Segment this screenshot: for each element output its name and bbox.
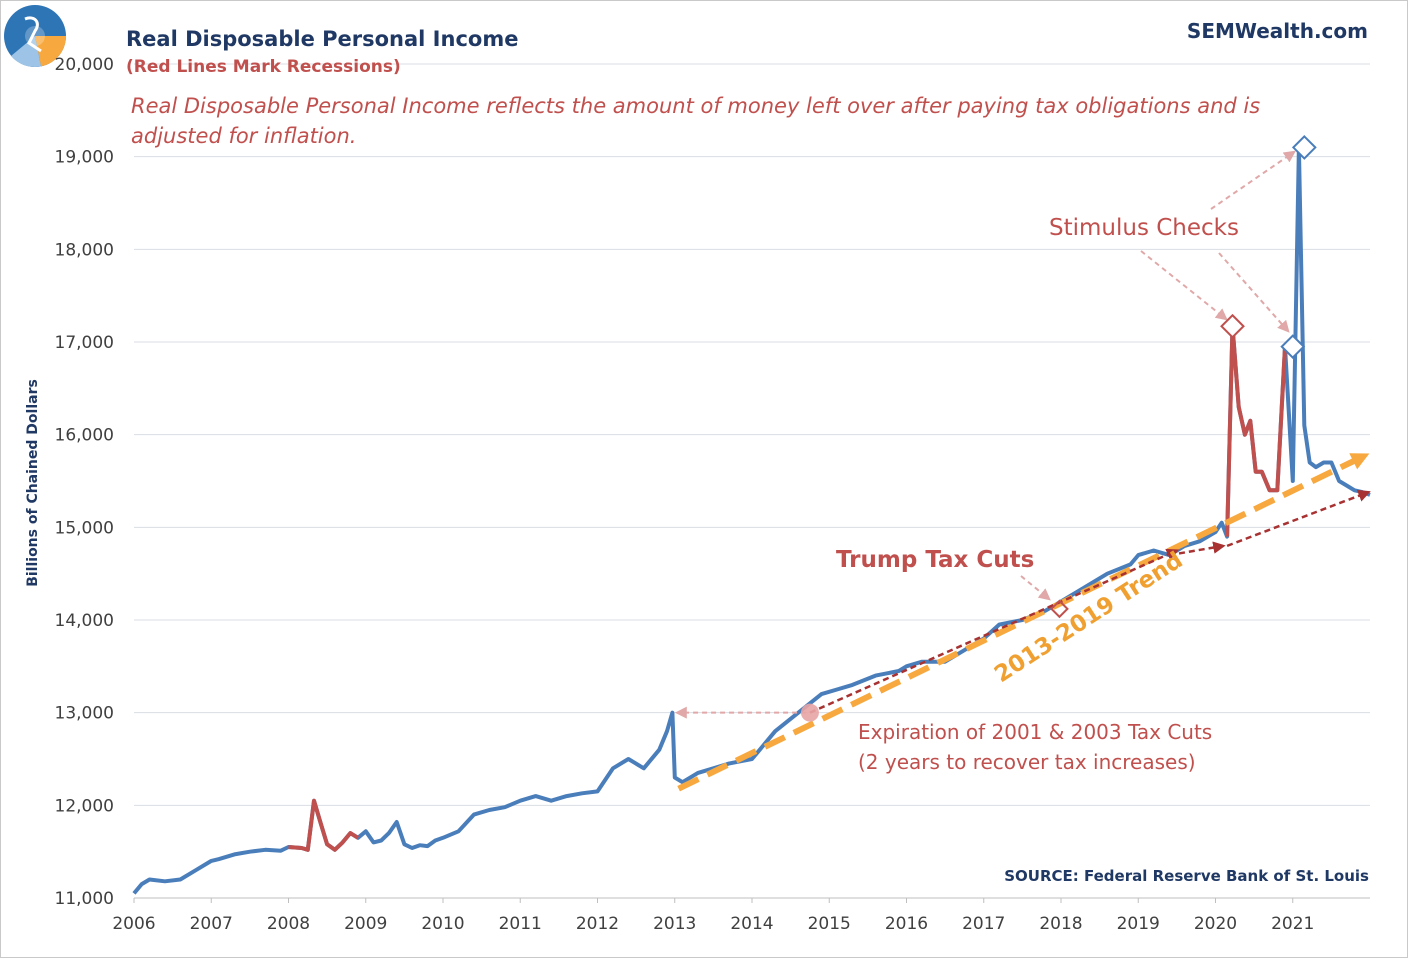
chart-title: Real Disposable Personal Income [126,27,518,51]
y-tick-label: 18,000 [55,240,114,260]
series-line [132,145,1371,895]
y-tick-label: 13,000 [55,704,114,724]
y-tick-label: 16,000 [55,426,114,446]
x-tick-label: 2007 [190,914,233,934]
axis-ticks: 11,000 12,000 13,000 14,000 15,000 16,000 17,0… [55,55,1370,934]
y-tick-label: 14,000 [55,611,114,631]
y-tick-label: 12,000 [55,796,114,816]
expiration-marker [800,703,819,722]
diamond-trump [1050,599,1069,619]
source-note: SOURCE: Federal Reserve Bank of St. Loui… [1004,867,1369,885]
y-tick-label: 11,000 [55,889,114,909]
pointer-trump [1020,575,1051,601]
description-line-2: adjusted for inflation. [131,124,356,148]
annotation-stimulus-checks: Stimulus Checks [1049,215,1239,241]
dark-arrow-2020 [1168,541,1226,557]
x-tick-label: 2014 [730,914,773,934]
x-tick-label: 2012 [576,914,619,934]
diamond-mar-2021 [1291,134,1317,160]
series-layer [132,145,1371,895]
x-tick-label: 2011 [499,914,542,934]
pointer-stimulus-2020 [1140,250,1228,321]
x-tick-label: 2016 [885,914,928,934]
diamond-jan-2021 [1280,334,1306,360]
pointer-stimulus-2021 [1210,150,1296,210]
dark-arrow-trend [809,548,1180,714]
grid [134,63,1370,806]
y-tick-label: 15,000 [55,518,114,538]
x-tick-label: 2017 [962,914,1005,934]
logo-icon [4,5,66,68]
x-tick-label: 2009 [344,914,387,934]
description-line-1: Real Disposable Personal Income reflects… [131,94,1260,118]
annotation-expiration-line-1: Expiration of 2001 & 2003 Tax Cuts [858,720,1212,744]
annotation-expiration-line-2: (2 years to recover tax increases) [858,750,1196,774]
diamond-apr-2020 [1220,313,1245,339]
site-name[interactable]: SEMWealth.com [1187,19,1368,43]
x-tick-label: 2021 [1271,914,1314,934]
x-tick-label: 2015 [808,914,851,934]
x-tick-label: 2010 [421,914,464,934]
x-tick-label: 2006 [112,914,155,934]
x-tick-label: 2013 [653,914,696,934]
recession-segment [1225,324,1287,537]
recession-segment [288,798,360,852]
y-axis-label: Billions of Chained Dollars [25,379,41,587]
dark-arrow-2022 [1226,489,1371,548]
y-tick-label: 20,000 [55,55,114,75]
annotation-trump-tax-cuts: Trump Tax Cuts [836,547,1034,573]
x-tick-label: 2018 [1039,914,1082,934]
x-tick-label: 2008 [267,914,310,934]
annotation-layer [674,134,1371,792]
x-tick-label: 2019 [1117,914,1160,934]
chart-subtitle: (Red Lines Mark Recessions) [126,57,401,77]
x-tick-label: 2020 [1194,914,1237,934]
y-tick-label: 17,000 [55,333,114,353]
y-tick-label: 19,000 [55,148,114,168]
